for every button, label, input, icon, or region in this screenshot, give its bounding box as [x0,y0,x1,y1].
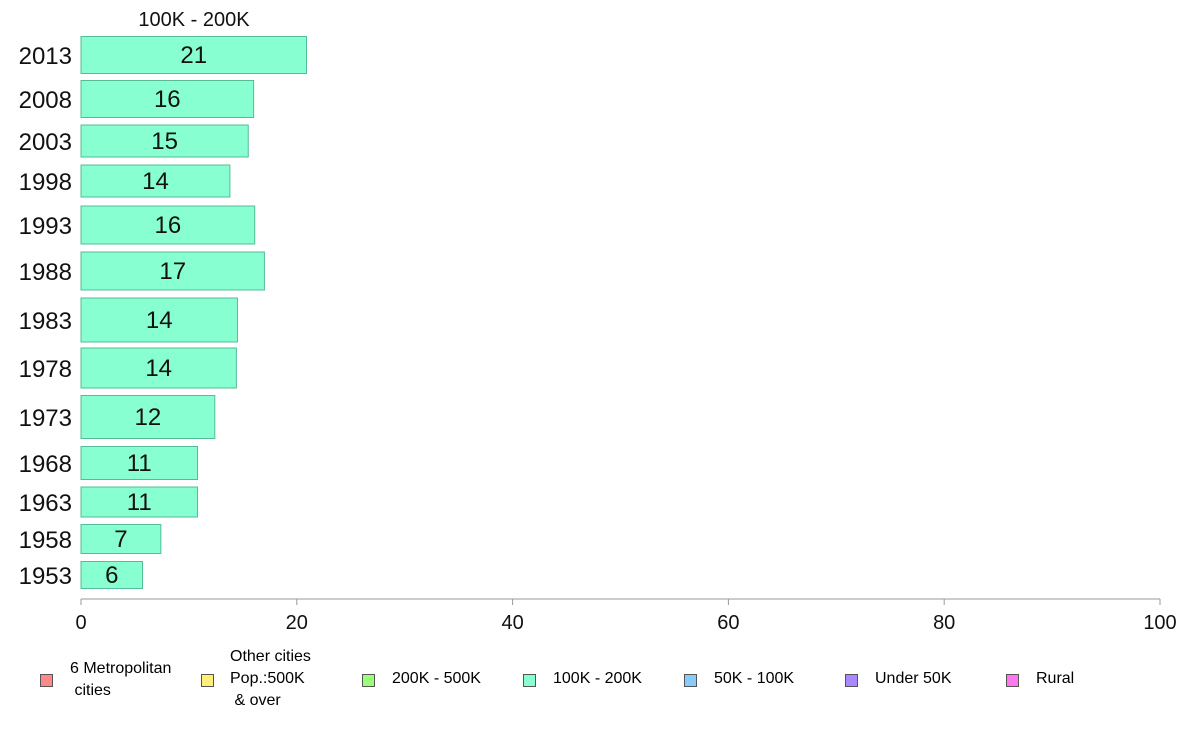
bar-value-label: 12 [135,404,162,431]
bar-1973 [80,395,216,439]
legend-label: Under 50K [875,670,952,687]
bar-value-label: 16 [155,212,182,239]
category-label: 1988 [19,259,72,286]
legend-label: Other cities Pop.:500K & over [230,648,311,709]
bar-2013 [80,36,308,74]
bar-value-label: 14 [146,307,173,334]
bar-2008 [80,80,255,118]
category-label: 2008 [19,87,72,114]
category-label: 1958 [19,527,72,554]
legend-label: Rural [1036,670,1075,687]
bar-1963 [80,486,199,518]
bar-value-label: 16 [154,86,181,113]
category-label: 1968 [19,451,72,478]
legend-swatch [845,674,858,687]
category-label: 1973 [19,405,72,432]
legend-swatch [684,674,697,687]
category-label: 1993 [19,213,72,240]
legend-label: 200K - 500K [392,670,481,687]
bar-value-label: 14 [145,355,172,382]
bar-1998 [80,164,231,198]
bar-value-label: 14 [142,168,169,195]
legend-label: 100K - 200K [553,670,642,687]
bar-value-label: 11 [127,450,152,477]
category-label: 1978 [19,356,72,383]
legend-label: 6 Metropolitan cities [70,660,172,699]
legend-swatch [40,674,53,687]
x-axis: 0 20 40 60 80 100 [75,598,1177,634]
category-label: 1983 [19,308,72,335]
category-label: 1953 [19,563,72,590]
x-tick-label: 40 [501,612,523,634]
x-tick-label: 0 [75,612,86,634]
bar-1983 [80,297,238,343]
legend-swatch [523,674,536,687]
legend-swatch [362,674,375,687]
x-tick-label: 20 [286,612,308,634]
category-label: 2013 [19,43,72,70]
bar-value-label: 17 [159,258,186,285]
bar-1993 [80,205,256,245]
bar-value-label: 11 [127,489,152,516]
bar-2003 [80,124,249,158]
x-tick-label: 80 [933,612,955,634]
legend-swatch [201,674,214,687]
category-label: 2003 [19,129,72,156]
bar-value-label: 21 [180,42,207,69]
bar-chart: 100K - 200K 21 2013 16 2008 15 2003 14 1998 16 19… [19,9,1177,634]
x-tick-label: 100 [1143,612,1176,634]
legend-label: 50K - 100K [714,670,795,687]
bar-value-label: 7 [114,526,127,553]
category-label: 1963 [19,490,72,517]
bar-value-label: 6 [105,562,118,589]
bar-1953 [80,561,144,589]
bar-value-label: 15 [151,128,178,155]
bars-group: 21 2013 16 2008 15 2003 14 1998 16 1993 17 1988 14 19… [19,36,308,590]
legend: 6 Metropolitan cities Other cities Pop.:5… [0,646,1188,726]
x-tick-label: 60 [717,612,739,634]
bar-1958 [80,524,162,554]
bar-1968 [80,446,199,480]
category-label: 1998 [19,169,72,196]
legend-swatch [1006,674,1019,687]
chart-title: 100K - 200K [138,9,250,31]
bar-1978 [80,347,237,389]
bar-1988 [80,251,265,291]
